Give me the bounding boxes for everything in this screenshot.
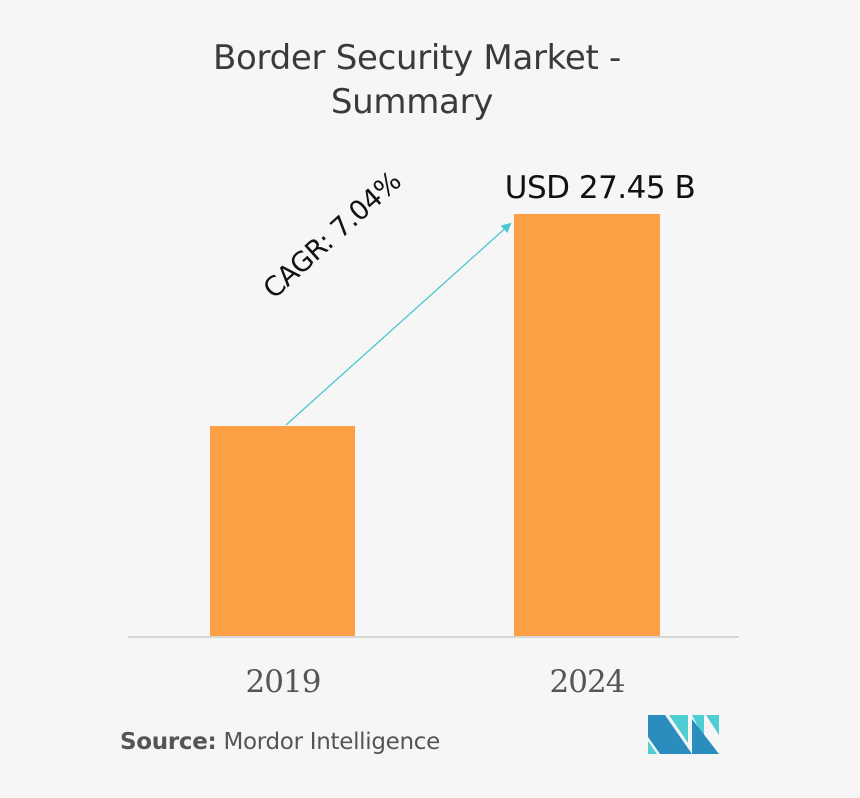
x-tick-2024: 2024 (549, 664, 626, 700)
source-name: Mordor Intelligence (223, 729, 440, 755)
x-tick-2019: 2019 (245, 664, 322, 700)
chart-title-line2: Summary (330, 82, 494, 122)
x-axis-baseline (128, 636, 739, 638)
chart-title-line1: Border Security Market - (213, 38, 621, 78)
source-prefix: Source: (120, 729, 217, 755)
mordor-intelligence-logo-icon (648, 715, 719, 754)
bar-2024 (514, 214, 660, 637)
chart-title: Border Security Market - Summary (0, 36, 860, 124)
source-note: Source: Mordor Intelligence (120, 729, 440, 755)
bar-2024-value-label: USD 27.45 B (504, 170, 696, 206)
bar-2019 (210, 426, 355, 637)
